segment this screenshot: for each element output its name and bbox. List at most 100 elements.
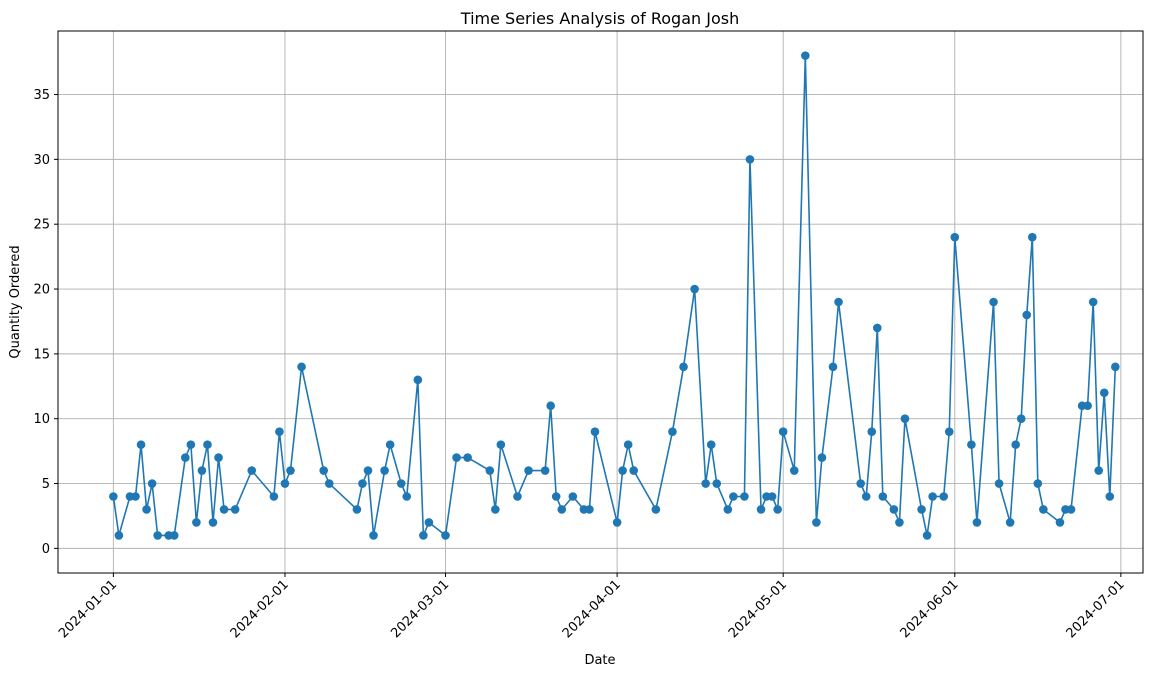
data-point (889, 505, 899, 514)
data-point (147, 479, 157, 488)
data-point (773, 505, 782, 514)
data-point (989, 297, 998, 307)
plot-frame (57, 30, 1144, 574)
data-point (944, 427, 954, 436)
data-point (729, 492, 738, 501)
data-point (297, 362, 306, 372)
data-point (114, 531, 124, 540)
data-point (540, 466, 550, 475)
data-point (319, 466, 329, 475)
data-point (369, 531, 378, 540)
data-point (275, 427, 284, 436)
data-point (380, 466, 389, 475)
data-point (1011, 440, 1020, 449)
data-point (590, 427, 600, 436)
data-point (789, 466, 799, 475)
data-point (706, 440, 716, 449)
data-point (491, 505, 500, 514)
data-point (557, 505, 567, 514)
data-point (324, 479, 334, 488)
data-point (817, 453, 827, 462)
data-point (136, 440, 146, 449)
data-point (994, 479, 1004, 488)
data-point (867, 427, 877, 436)
data-point (358, 479, 367, 488)
data-point (1066, 505, 1076, 514)
data-point (828, 362, 838, 372)
data-point (551, 492, 561, 501)
y-tick-label: 25 (33, 218, 50, 233)
data-point (917, 505, 926, 514)
data-point (192, 518, 201, 527)
data-point (623, 440, 633, 449)
data-point (1094, 466, 1104, 475)
x-axis-title: Date (584, 653, 615, 668)
y-tick-label: 30 (33, 153, 50, 168)
data-point (723, 505, 733, 514)
data-point (740, 492, 749, 501)
data-point (131, 492, 140, 501)
data-point (197, 466, 207, 475)
data-point (419, 531, 428, 540)
data-point (856, 479, 865, 488)
y-axis-title: Quantity Ordered (8, 245, 23, 358)
data-point (756, 505, 766, 514)
data-point (629, 466, 639, 475)
data-point (1005, 518, 1015, 527)
data-point (1039, 505, 1048, 514)
data-point (363, 466, 373, 475)
data-point (269, 492, 279, 501)
data-point (1105, 492, 1115, 501)
data-point (690, 284, 699, 294)
y-tick-label: 15 (33, 347, 50, 362)
data-point (463, 453, 472, 462)
data-point (247, 466, 257, 475)
y-tick-label: 5 (42, 477, 50, 492)
data-point (485, 466, 495, 475)
data-point (496, 440, 506, 449)
data-point (385, 440, 395, 449)
y-tick-label: 10 (33, 412, 50, 427)
data-point (219, 505, 229, 514)
data-point (679, 362, 688, 372)
chart-title: Time Series Analysis of Rogan Josh (460, 9, 739, 28)
data-point (181, 453, 190, 462)
data-point (1088, 297, 1098, 307)
data-point (109, 492, 118, 501)
data-point (618, 466, 627, 475)
data-point (972, 518, 982, 527)
data-point (1022, 310, 1032, 320)
y-tick-label: 0 (42, 542, 50, 557)
data-point (872, 323, 882, 333)
data-point (424, 518, 434, 527)
data-point (928, 492, 937, 501)
data-point (546, 401, 555, 411)
data-point (214, 453, 223, 462)
data-point (230, 505, 240, 514)
data-point (142, 505, 151, 514)
data-point (396, 479, 406, 488)
data-point (1033, 479, 1043, 488)
data-point (767, 492, 777, 501)
data-point (280, 479, 290, 488)
data-point (1083, 401, 1092, 411)
data-point (1111, 362, 1120, 372)
data-point (208, 518, 218, 527)
data-point (967, 440, 976, 449)
data-point (441, 531, 450, 540)
data-point (812, 518, 821, 527)
data-point (286, 466, 295, 475)
data-point (186, 440, 196, 449)
data-point (1055, 518, 1065, 527)
data-point (745, 155, 755, 164)
data-point (413, 375, 423, 385)
data-point (585, 505, 594, 514)
data-point (701, 479, 710, 488)
series-layer (109, 51, 1120, 540)
data-point (651, 505, 661, 514)
grid (58, 31, 1143, 573)
data-point (169, 531, 179, 540)
data-point (568, 492, 578, 501)
